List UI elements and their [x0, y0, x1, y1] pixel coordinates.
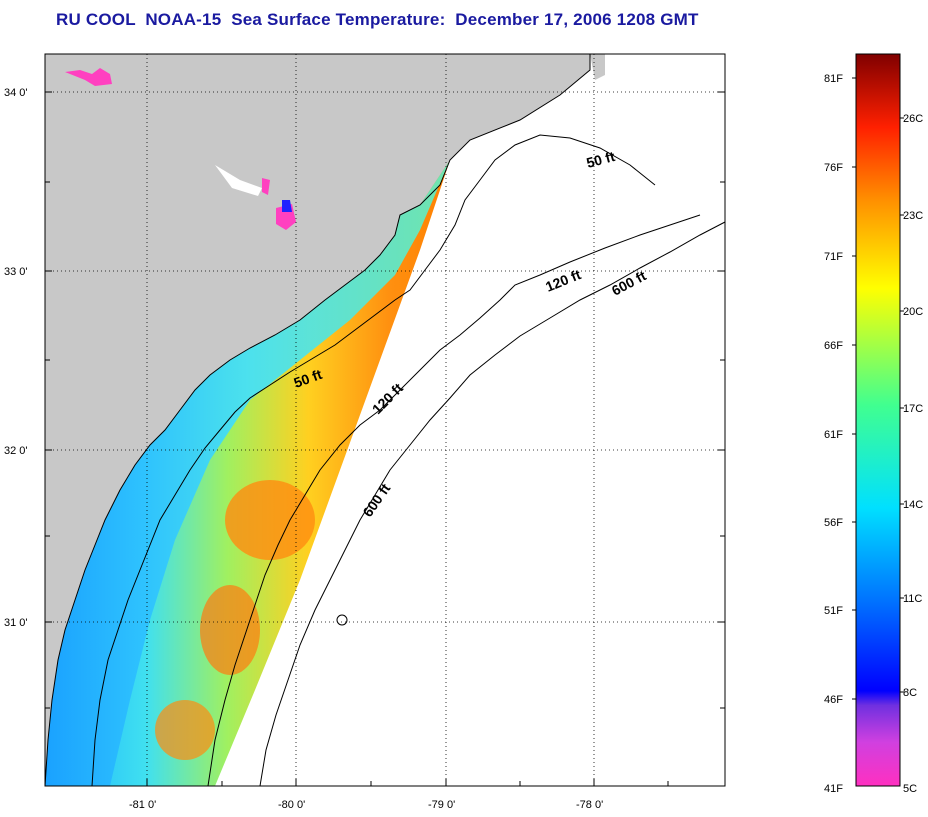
lon-label: -79 0' — [428, 799, 455, 811]
map-frame — [44, 53, 726, 787]
lake-feature — [215, 165, 262, 196]
contour-600ft — [259, 221, 725, 786]
lon-label: -81 0' — [129, 799, 156, 811]
land-area-ne — [590, 54, 605, 80]
lat-label: 31 0' — [4, 617, 28, 629]
lat-label: 34 0' — [4, 87, 28, 99]
seamount-contour — [336, 614, 348, 626]
warm-patch — [200, 585, 260, 675]
contour-label-50ft: 50 ft — [585, 148, 617, 171]
graticule — [45, 54, 725, 786]
lon-label: -78 0' — [576, 799, 603, 811]
contour-label-600ft: 600 ft — [609, 267, 649, 298]
contour-label-120ft: 120 ft — [369, 380, 406, 417]
coastline — [45, 54, 591, 786]
warm-patch — [155, 700, 215, 760]
warm-patch — [225, 480, 315, 560]
land-area — [45, 54, 590, 786]
lon-label: -80 0' — [278, 799, 305, 811]
contour-label-120ft: 120 ft — [543, 266, 583, 295]
axis-ticks — [45, 91, 725, 786]
lake-feature — [282, 200, 292, 212]
lake-feature — [65, 68, 112, 86]
contour-label-600ft: 600 ft — [359, 480, 393, 519]
lat-label: 33 0' — [4, 266, 28, 278]
lake-feature — [262, 178, 270, 195]
map-title: RU COOL NOAA-15 Sea Surface Temperature:… — [56, 10, 699, 29]
contour-120ft — [207, 214, 701, 786]
contour-50ft — [91, 134, 656, 786]
sst-nearshore — [45, 160, 450, 786]
lat-label: 32 0' — [4, 445, 28, 457]
